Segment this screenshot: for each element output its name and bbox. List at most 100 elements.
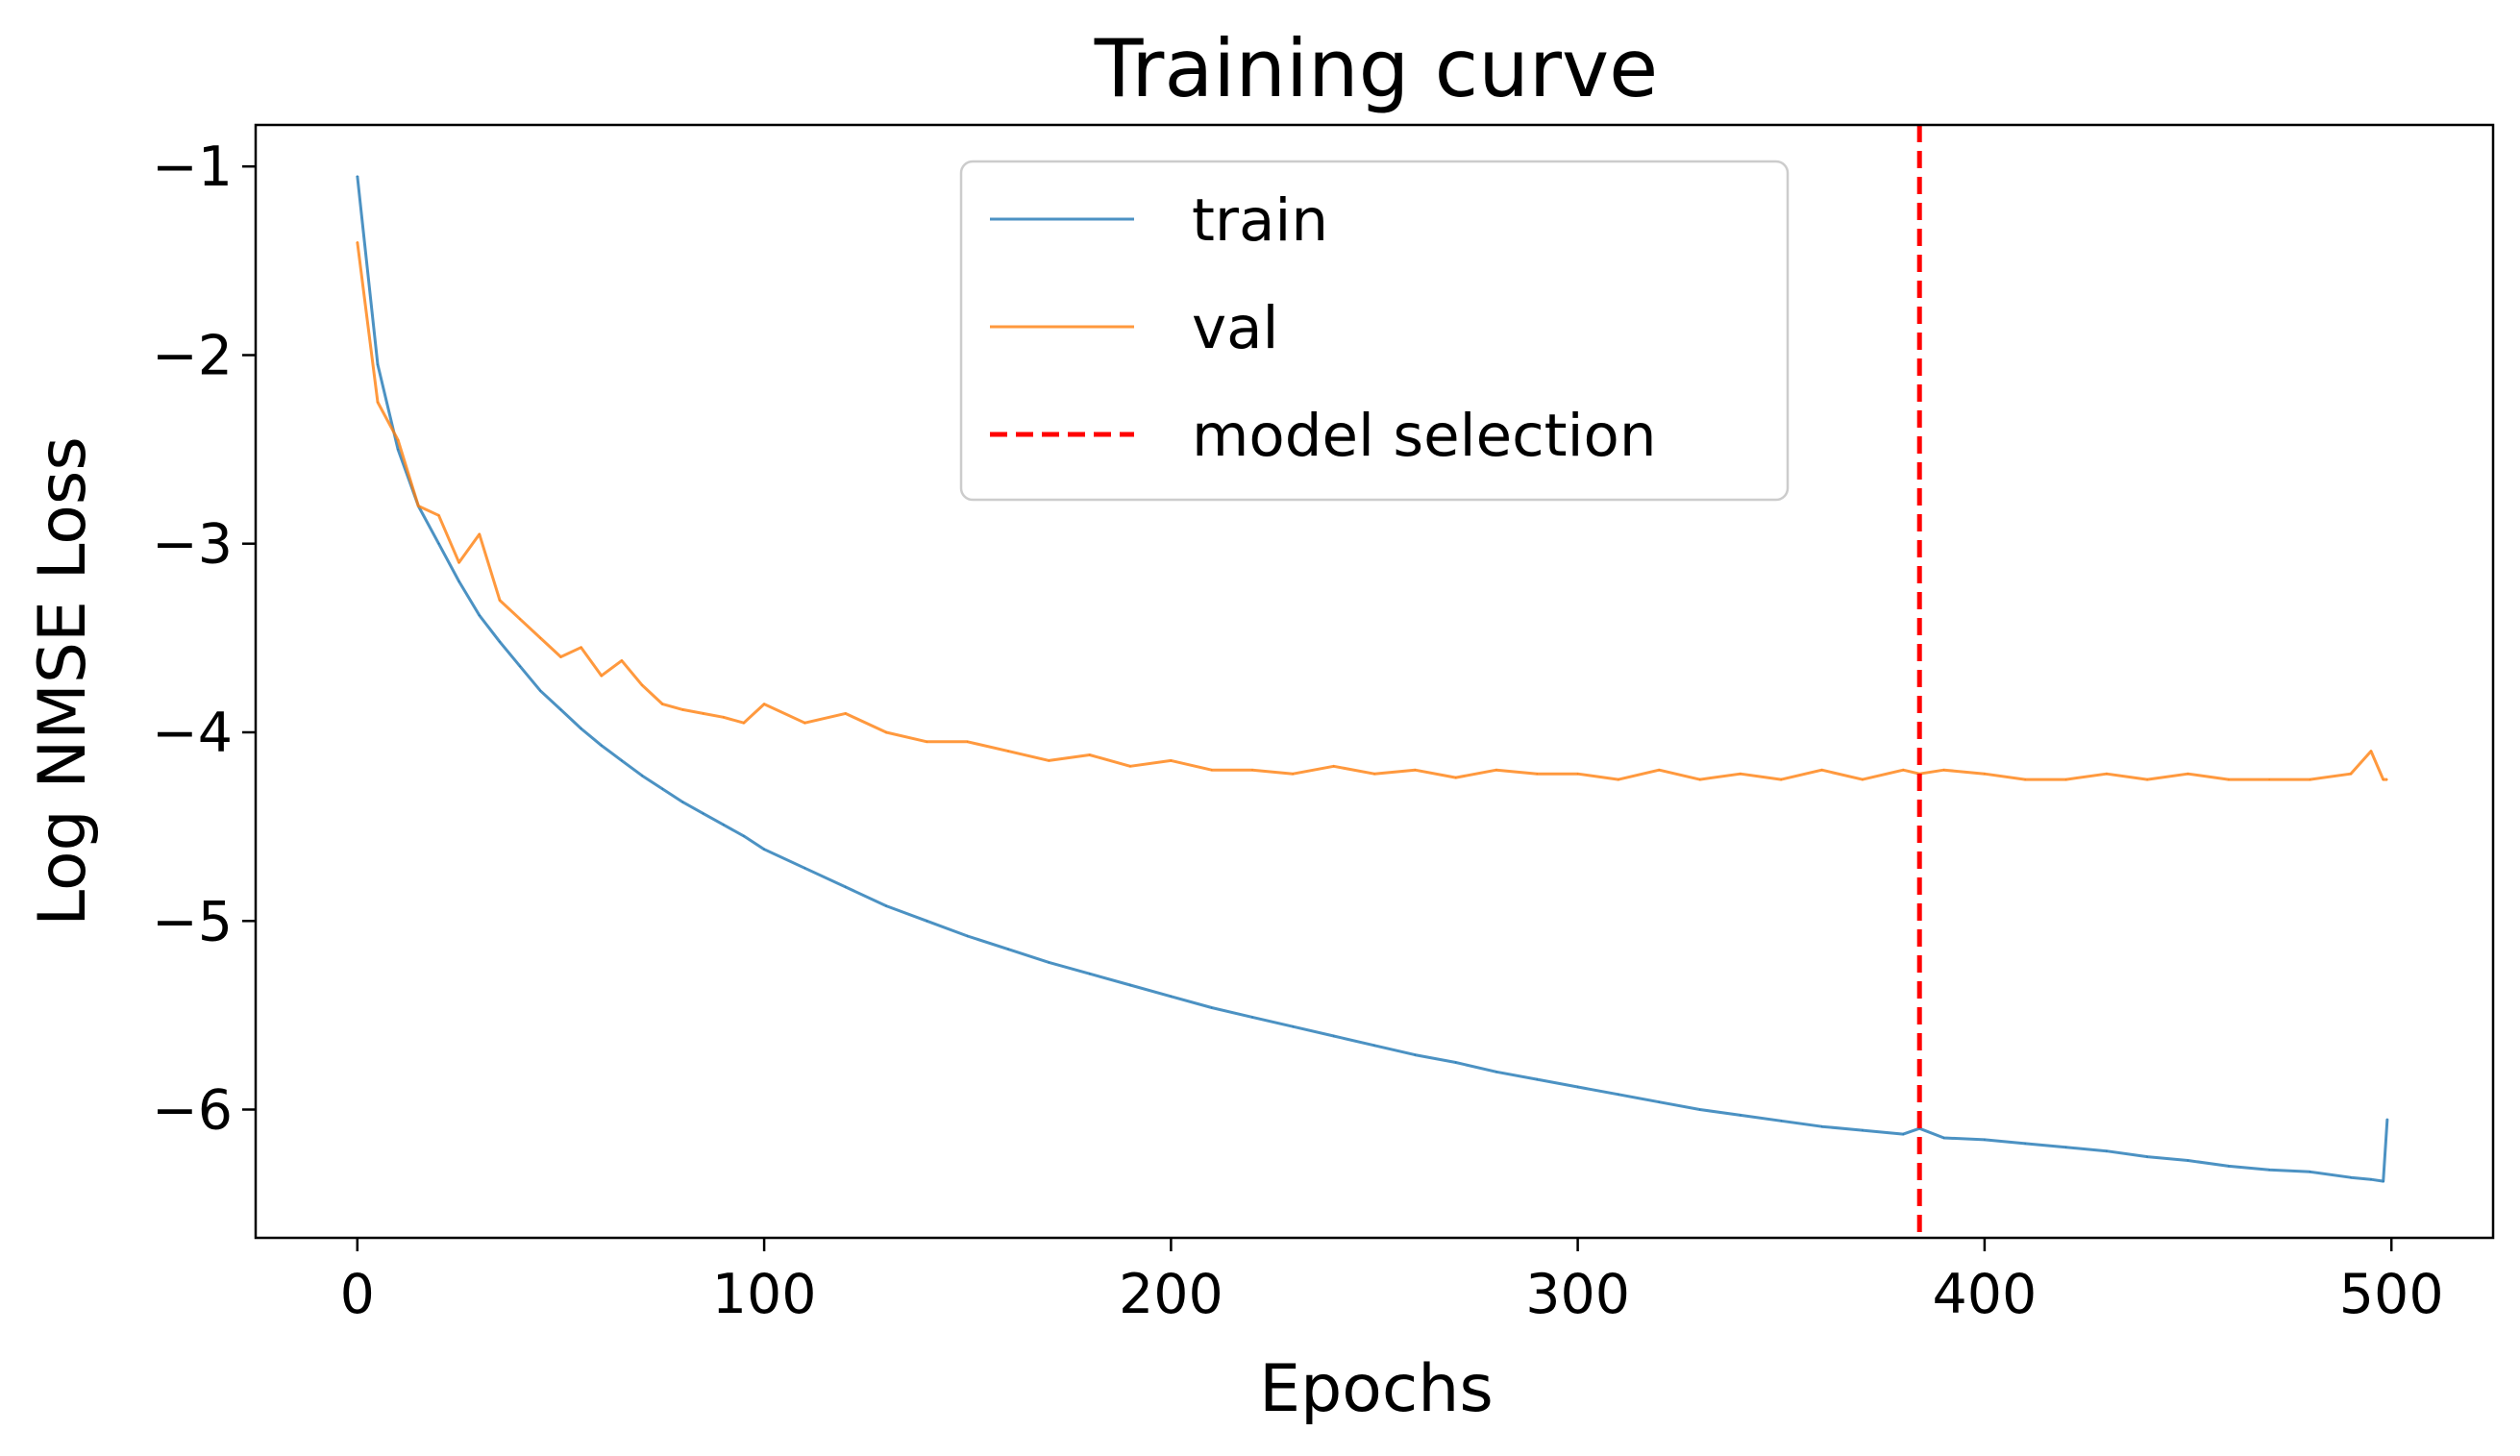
data-point-val-20 bbox=[437, 514, 440, 517]
data-point-train-10 bbox=[397, 448, 399, 451]
data-point-train-498 bbox=[2382, 1180, 2384, 1182]
data-point-train-499 bbox=[2386, 1118, 2388, 1121]
data-point-val-480 bbox=[2309, 778, 2311, 780]
data-point-val-340 bbox=[1740, 773, 1742, 775]
data-point-train-120 bbox=[844, 886, 847, 888]
series-line-train bbox=[356, 175, 2389, 1183]
data-point-val-400 bbox=[1984, 773, 1986, 775]
data-point-train-390 bbox=[1942, 1137, 1945, 1139]
data-point-val-450 bbox=[2186, 773, 2189, 775]
data-point-train-460 bbox=[2228, 1165, 2230, 1168]
data-point-val-75 bbox=[661, 703, 664, 705]
data-point-val-85 bbox=[702, 712, 704, 715]
data-point-val-410 bbox=[2024, 778, 2026, 780]
data-point-train-290 bbox=[1536, 1078, 1539, 1080]
data-point-val-30 bbox=[479, 533, 481, 535]
data-point-train-45 bbox=[539, 690, 542, 692]
data-point-train-50 bbox=[559, 708, 562, 711]
y-axis: −1 −2 −3 −4 −5 −6 bbox=[152, 136, 256, 1143]
data-point-val-100 bbox=[763, 703, 765, 705]
data-point-val-40 bbox=[519, 618, 521, 620]
data-point-val-370 bbox=[1862, 778, 1864, 780]
data-point-val-390 bbox=[1942, 769, 1945, 771]
data-point-train-340 bbox=[1740, 1114, 1742, 1117]
data-point-val-15 bbox=[417, 505, 420, 507]
data-point-train-370 bbox=[1862, 1129, 1864, 1131]
y-tick-label-2: −2 bbox=[152, 325, 233, 388]
data-point-train-250 bbox=[1373, 1045, 1375, 1047]
data-point-val-50 bbox=[559, 655, 562, 658]
data-point-train-320 bbox=[1658, 1100, 1661, 1103]
series-layer bbox=[356, 175, 2389, 1183]
data-point-val-170 bbox=[1048, 759, 1050, 762]
data-point-train-70 bbox=[641, 775, 643, 777]
series-line-val bbox=[356, 241, 2387, 781]
data-point-train-190 bbox=[1129, 984, 1131, 986]
data-point-train-480 bbox=[2309, 1171, 2311, 1173]
data-point-train-85 bbox=[702, 812, 704, 815]
data-point-val-180 bbox=[1088, 753, 1091, 756]
data-point-val-440 bbox=[2146, 778, 2148, 780]
data-point-train-170 bbox=[1048, 961, 1050, 964]
data-point-val-490 bbox=[2350, 773, 2352, 775]
legend-train-label: train bbox=[1192, 186, 1328, 255]
data-point-val-0 bbox=[357, 240, 358, 243]
data-point-val-420 bbox=[2064, 778, 2067, 780]
data-point-train-180 bbox=[1088, 973, 1091, 975]
legend-val-label: val bbox=[1192, 294, 1278, 362]
data-point-train-270 bbox=[1454, 1061, 1457, 1064]
data-point-val-140 bbox=[926, 741, 928, 743]
data-point-train-430 bbox=[2106, 1149, 2108, 1152]
data-point-train-80 bbox=[681, 801, 684, 803]
x-tick-label-500: 500 bbox=[2339, 1263, 2444, 1326]
data-point-val-350 bbox=[1780, 778, 1783, 780]
data-point-val-80 bbox=[681, 708, 684, 711]
data-point-val-65 bbox=[621, 659, 623, 662]
data-point-train-330 bbox=[1698, 1108, 1701, 1111]
data-point-train-200 bbox=[1170, 996, 1173, 998]
x-tick-label-0: 0 bbox=[340, 1263, 375, 1326]
chart-title: Training curve bbox=[1094, 22, 1658, 115]
data-point-train-20 bbox=[437, 542, 440, 545]
x-tick-label-200: 200 bbox=[1119, 1263, 1223, 1326]
data-point-train-90 bbox=[723, 824, 725, 826]
data-point-train-55 bbox=[580, 728, 582, 729]
y-tick-label-5: −5 bbox=[152, 890, 233, 953]
y-tick-label-3: −3 bbox=[152, 513, 233, 577]
data-point-val-95 bbox=[743, 722, 745, 724]
x-axis: 0 100 200 300 400 500 bbox=[340, 1238, 2444, 1326]
data-point-val-495 bbox=[2370, 750, 2372, 753]
data-point-train-95 bbox=[743, 835, 745, 837]
data-point-val-230 bbox=[1292, 773, 1295, 775]
data-point-train-140 bbox=[926, 920, 928, 923]
data-point-train-450 bbox=[2186, 1159, 2189, 1162]
data-point-train-25 bbox=[457, 580, 460, 582]
data-point-val-498 bbox=[2382, 778, 2384, 780]
data-point-train-150 bbox=[966, 935, 969, 937]
data-point-val-5 bbox=[377, 401, 379, 404]
data-point-train-100 bbox=[763, 848, 765, 851]
data-point-train-230 bbox=[1292, 1025, 1295, 1027]
data-point-train-440 bbox=[2146, 1155, 2148, 1158]
data-point-train-495 bbox=[2370, 1178, 2372, 1180]
data-point-val-60 bbox=[601, 675, 603, 677]
y-tick-label-4: −4 bbox=[152, 702, 233, 765]
data-point-val-310 bbox=[1618, 778, 1619, 780]
data-point-train-110 bbox=[803, 867, 806, 870]
data-point-val-150 bbox=[966, 741, 969, 743]
data-point-train-360 bbox=[1820, 1125, 1823, 1127]
data-point-train-60 bbox=[601, 744, 603, 747]
data-point-train-350 bbox=[1780, 1120, 1783, 1123]
data-point-train-310 bbox=[1618, 1094, 1619, 1096]
data-point-train-420 bbox=[2064, 1147, 2067, 1148]
data-point-train-300 bbox=[1576, 1086, 1579, 1088]
legend: train val model selection bbox=[959, 160, 1790, 502]
data-point-train-280 bbox=[1495, 1071, 1497, 1073]
y-tick-label-1: −1 bbox=[152, 136, 233, 199]
legend-box bbox=[959, 160, 1790, 502]
data-point-val-499 bbox=[2386, 778, 2388, 780]
data-point-val-70 bbox=[641, 684, 643, 686]
data-point-val-360 bbox=[1820, 769, 1823, 771]
y-axis-label: Log NMSE Loss bbox=[25, 436, 101, 926]
